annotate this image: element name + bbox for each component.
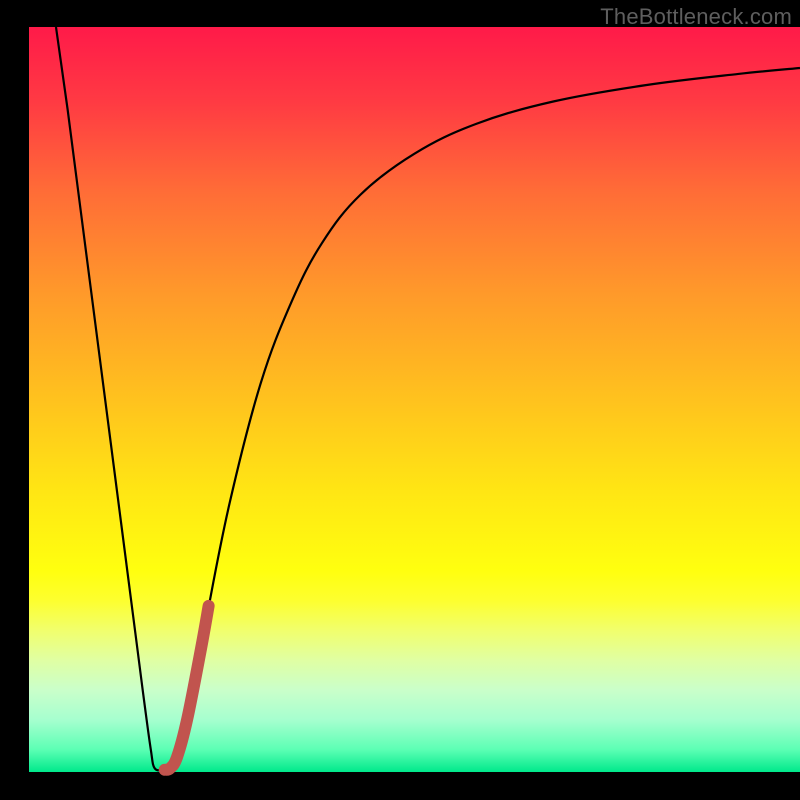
chart-background xyxy=(29,27,800,772)
watermark-text: TheBottleneck.com xyxy=(600,4,792,30)
chart-container: TheBottleneck.com xyxy=(0,0,800,800)
frame-bottom xyxy=(0,772,800,800)
chart-svg xyxy=(0,0,800,800)
frame-left xyxy=(0,0,29,800)
